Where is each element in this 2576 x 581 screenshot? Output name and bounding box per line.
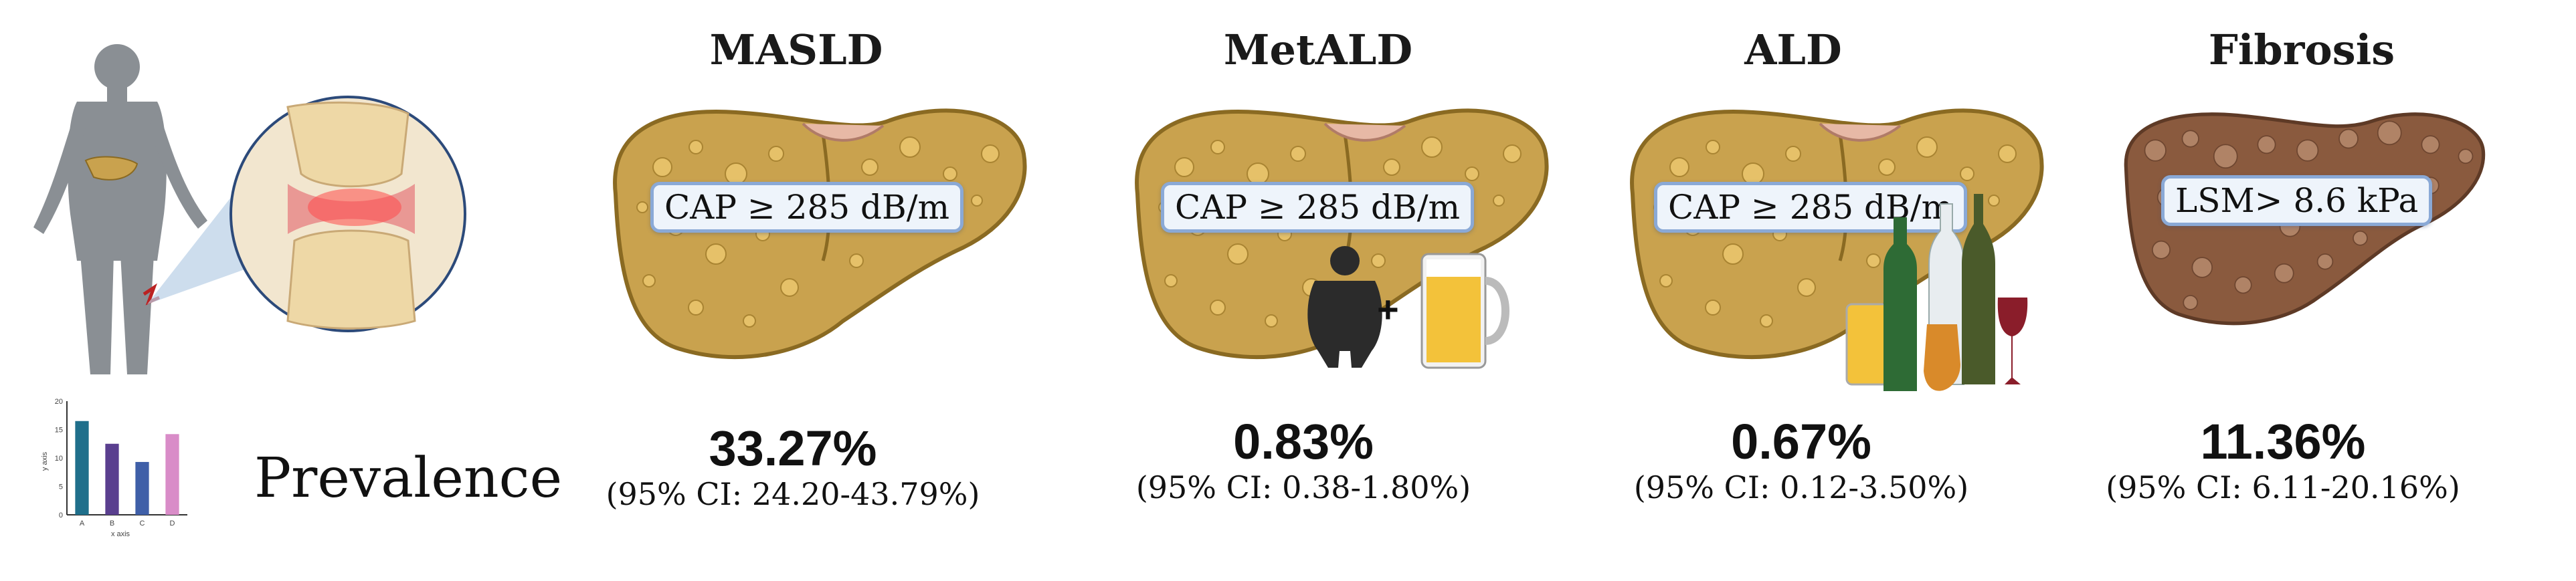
bar-D <box>165 434 179 515</box>
masld-prevalence-value: 33.27% <box>709 421 877 476</box>
fibrosis-criterion-box: LSM> 8.6 kPa <box>2161 175 2433 226</box>
ald-confidence-interval: (95% CI: 0.12-3.50%) <box>1633 469 1969 505</box>
human-silhouette <box>33 44 207 374</box>
y-tick-label: 15 <box>55 427 63 435</box>
y-tick-label: 10 <box>55 455 63 463</box>
metald-criterion-box: CAP ≥ 285 dB/m <box>1161 182 1475 233</box>
ald-criterion-box: CAP ≥ 285 dB/m <box>1654 182 1968 233</box>
masld-confidence-interval: (95% CI: 24.20-43.79%) <box>606 476 980 512</box>
beer-mug-icon <box>1420 253 1509 369</box>
ald-prevalence-value: 0.67% <box>1731 414 1871 469</box>
obese-person-icon <box>1307 246 1382 368</box>
plus-sign: + <box>1377 288 1399 330</box>
masld-title: MASLD <box>709 25 883 74</box>
x-tick-label: D <box>170 519 175 528</box>
alcohol-bottles-icon <box>1845 194 2028 391</box>
fibrosis-prevalence-value: 11.36% <box>2200 414 2366 469</box>
metald-confidence-interval: (95% CI: 0.38-1.80%) <box>1135 469 1471 505</box>
metald-prevalence-value: 0.83% <box>1233 414 1374 469</box>
x-tick-label: A <box>80 519 85 528</box>
prevalence-label: Prevalence <box>254 447 563 510</box>
x-axis-label: x axis <box>111 530 130 538</box>
bar-C <box>135 461 149 515</box>
metald-title: MetALD <box>1223 25 1413 74</box>
bar-B <box>105 443 119 515</box>
y-axis-label: y axis <box>41 451 49 471</box>
ald-title: ALD <box>1744 25 1842 74</box>
y-tick-label: 20 <box>55 398 63 406</box>
bar-chart: 0 5 10 15 20 A B C D x axis y axis <box>41 398 187 538</box>
x-tick-label: B <box>110 519 114 528</box>
fibrosis-title: Fibrosis <box>2208 25 2395 74</box>
liver-highlight <box>84 156 139 181</box>
y-tick-label: 0 <box>59 511 63 519</box>
masld-liver-illustration <box>602 94 1030 374</box>
fibrosis-confidence-interval: (95% CI: 6.11-20.16%) <box>2106 469 2460 505</box>
bar-A <box>75 421 89 515</box>
masld-criterion-box: CAP ≥ 285 dB/m <box>650 182 964 233</box>
human-figure-with-knee-illustration <box>33 44 466 374</box>
x-tick-label: C <box>140 519 145 528</box>
y-tick-label: 5 <box>59 483 63 491</box>
